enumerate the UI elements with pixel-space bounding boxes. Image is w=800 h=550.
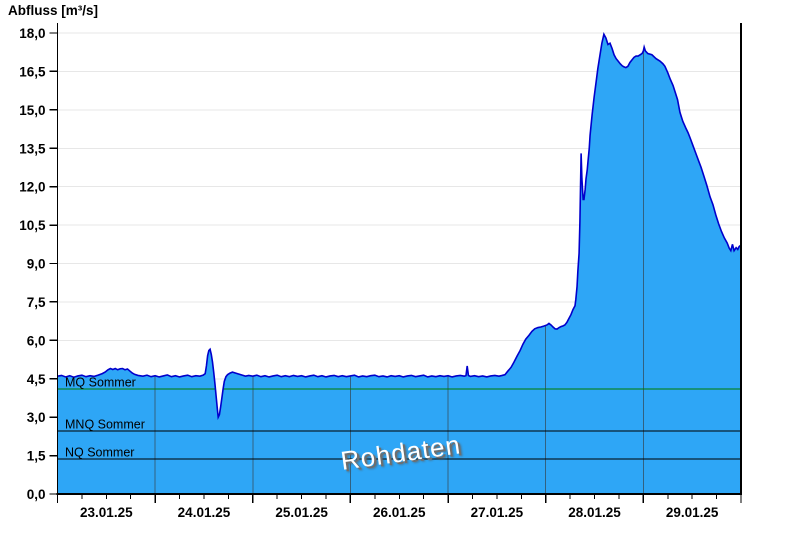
x-tick-label: 28.01.25 xyxy=(568,505,621,520)
y-tick-label: 12,0 xyxy=(19,180,45,195)
reference-label-0: MQ Sommer xyxy=(65,375,136,389)
x-axis-ticks: 23.01.25 24.01.25 25.01.25 26.01.25 27.01.25… xyxy=(56,494,742,520)
reference-label-1: MNQ Sommer xyxy=(65,417,145,431)
y-tick-label: 9,0 xyxy=(27,257,46,272)
y-axis-ticks: 0,0 1,5 3,0 4,5 6,0 7,5 9,0 10,5 12,0 13,5 15,0 16,… xyxy=(19,26,58,502)
y-axis-title: Abfluss [m³/s] xyxy=(8,3,99,18)
discharge-line xyxy=(57,32,741,421)
reference-line-labels: MQ Sommer MNQ Sommer NQ Sommer xyxy=(65,375,145,459)
y-tick-label: 13,5 xyxy=(19,141,46,156)
y-tick-label: 10,5 xyxy=(19,218,46,233)
y-tick-label: 0,0 xyxy=(27,487,46,502)
y-tick-label: 4,5 xyxy=(27,372,46,387)
y-tick-label: 16,5 xyxy=(19,64,46,79)
x-tick-label: 29.01.25 xyxy=(666,505,719,520)
y-tick-label: 15,0 xyxy=(19,103,45,118)
y-tick-label: 1,5 xyxy=(27,449,46,464)
x-tick-label: 27.01.25 xyxy=(471,505,524,520)
y-tick-label: 6,0 xyxy=(27,333,46,348)
y-tick-label: 7,5 xyxy=(27,295,46,310)
y-tick-label: 3,0 xyxy=(27,410,46,425)
x-tick-label: 25.01.25 xyxy=(275,505,328,520)
x-tick-label: 26.01.25 xyxy=(373,505,426,520)
x-tick-label: 24.01.25 xyxy=(178,505,231,520)
reference-label-2: NQ Sommer xyxy=(65,445,134,459)
y-tick-label: 18,0 xyxy=(19,26,45,41)
discharge-area-fill xyxy=(57,34,741,494)
x-tick-label: 23.01.25 xyxy=(80,505,133,520)
